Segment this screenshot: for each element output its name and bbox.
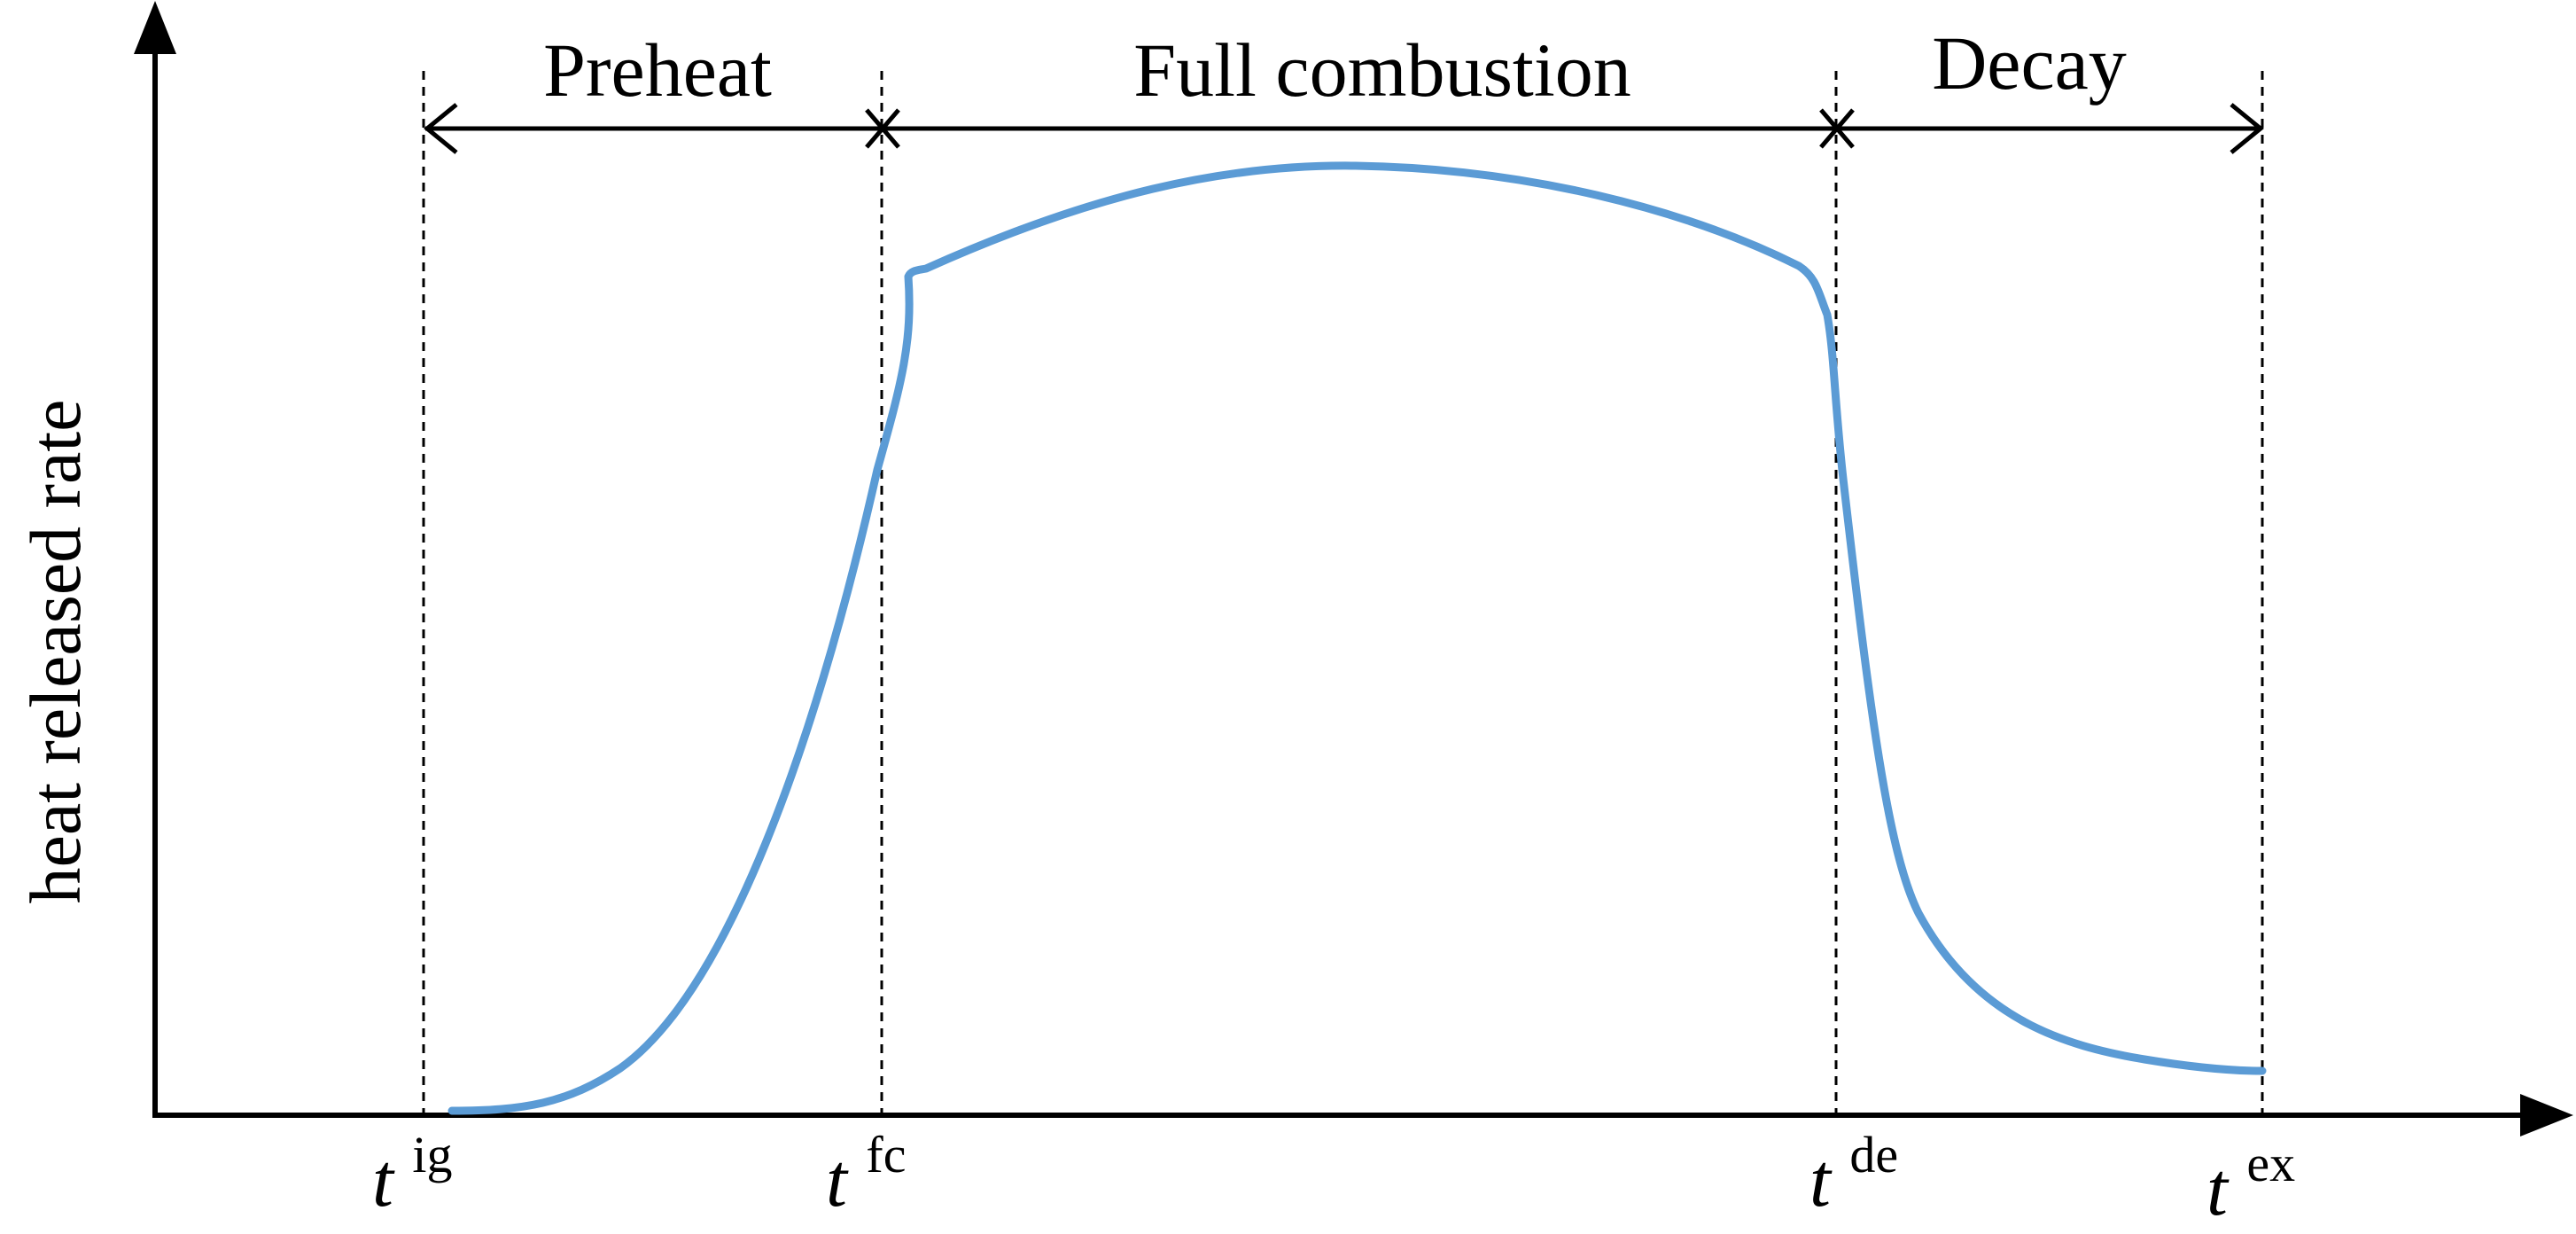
time-marker-base: t [2206, 1146, 2230, 1231]
y-axis-label: heat released rate [15, 399, 96, 903]
phase-span-arrows [424, 103, 2264, 154]
span-cross-fc [865, 108, 900, 149]
span-cross-de [1819, 108, 1855, 149]
time-marker-extinction: t ex [2206, 1135, 2295, 1231]
time-marker-decay: t de [1809, 1126, 1898, 1222]
time-marker-superscript: ig [412, 1126, 452, 1183]
span-arrowhead-right [2230, 103, 2264, 154]
span-arrowhead-left [424, 103, 458, 154]
phase-label-full-combustion: Full combustion [1133, 27, 1630, 113]
time-marker-superscript: de [1849, 1126, 1898, 1183]
time-marker-ignition: t ig [372, 1126, 453, 1222]
time-marker-superscript: fc [866, 1126, 906, 1183]
heat-release-curve [447, 161, 2267, 1115]
time-marker-base: t [1809, 1137, 1833, 1222]
phase-label-decay: Decay [1932, 20, 2127, 105]
time-marker-base: t [372, 1137, 395, 1222]
time-marker-superscript: ex [2246, 1135, 2295, 1192]
phase-label-preheat: Preheat [543, 27, 772, 113]
time-marker-full-combustion: t fc [826, 1126, 906, 1222]
time-marker-base: t [826, 1137, 849, 1222]
